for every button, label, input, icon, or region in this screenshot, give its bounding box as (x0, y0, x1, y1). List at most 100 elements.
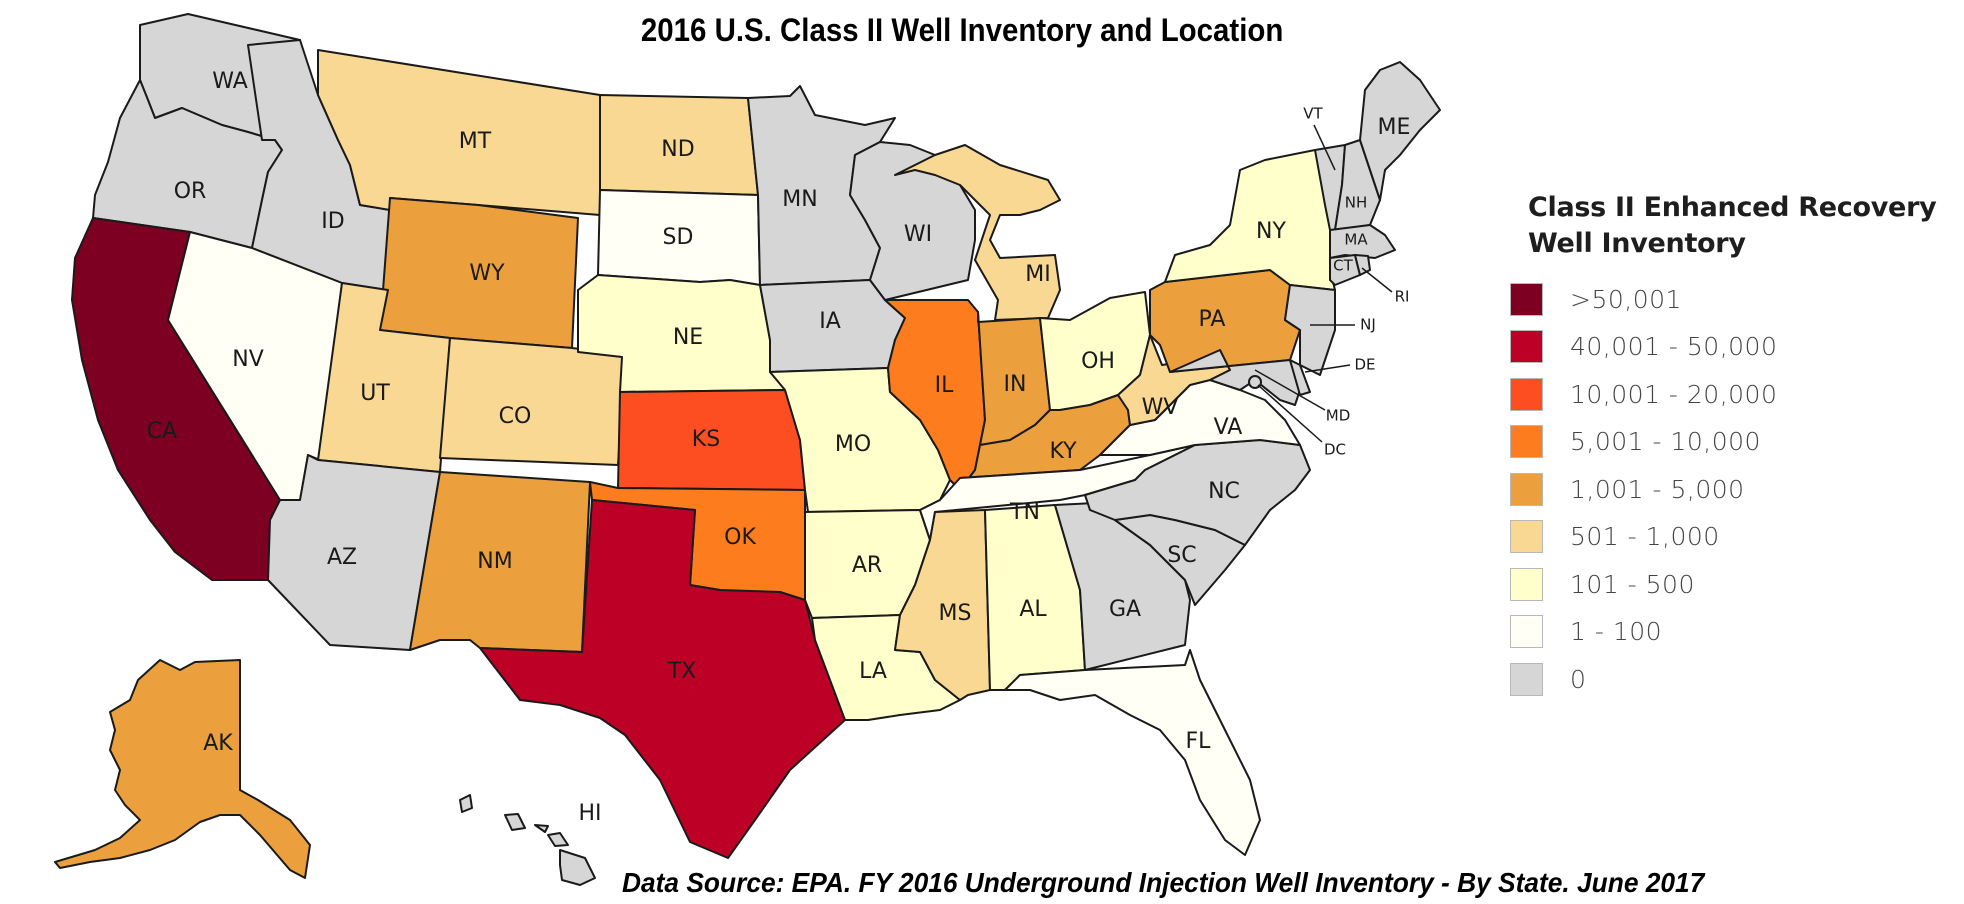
state-mi[interactable] (894, 144, 1061, 321)
state-hi[interactable] (459, 794, 596, 886)
label-la: LA (859, 659, 887, 684)
state-co[interactable] (439, 337, 626, 466)
legend-swatch (1510, 567, 1543, 601)
state-ky[interactable] (959, 394, 1131, 491)
label-ma: MA (1344, 231, 1368, 249)
legend-swatch (1510, 377, 1543, 411)
legend-label: 1,001 - 5,000 (1570, 474, 1745, 504)
legend-swatch (1510, 662, 1543, 696)
label-pa: PA (1199, 307, 1226, 332)
label-ri: RI (1395, 288, 1410, 306)
state-nj[interactable] (1284, 284, 1336, 376)
legend-label: 10,001 - 20,000 (1570, 379, 1778, 409)
leader-ri (1361, 267, 1393, 293)
label-ut: UT (360, 381, 390, 406)
data-source-caption: Data Source: EPA. FY 2016 Underground In… (622, 867, 1705, 898)
legend-title-line2: Well Inventory (1528, 228, 1746, 259)
legend-item: 1 - 100 (1510, 615, 1662, 649)
state-ct[interactable] (1329, 254, 1361, 286)
label-ne: NE (673, 325, 703, 350)
legend-swatch (1510, 425, 1543, 458)
label-ky: KY (1049, 439, 1077, 464)
leader-dc (1257, 384, 1323, 443)
label-wa: WA (212, 69, 248, 94)
leader-md (1254, 369, 1326, 411)
label-tn: TN (1009, 500, 1040, 525)
label-vt: VT (1303, 105, 1323, 123)
label-ms: MS (939, 601, 972, 626)
legend-item: 1,001 - 5,000 (1510, 472, 1745, 506)
legend-label: 501 - 1,000 (1570, 522, 1720, 551)
label-hi: HI (578, 801, 601, 826)
legend-label: 0 (1570, 664, 1587, 694)
label-il: IL (935, 373, 954, 398)
state-ny[interactable] (1164, 149, 1336, 291)
label-de: DE (1354, 356, 1375, 374)
label-wi: WI (904, 222, 932, 247)
legend-item: 10,001 - 20,000 (1510, 377, 1777, 411)
state-de[interactable] (1289, 359, 1311, 396)
legend-item: >50,001 (1510, 282, 1682, 316)
state-nc[interactable] (1084, 439, 1311, 546)
legend-label: 40,001 - 50,000 (1570, 332, 1778, 361)
label-nj: NJ (1360, 316, 1376, 334)
legend-item: 0 (1510, 662, 1586, 696)
legend-item: 101 - 500 (1510, 567, 1695, 601)
label-sc: SC (1167, 543, 1196, 568)
label-md: MD (1326, 407, 1351, 425)
label-mi: MI (1025, 262, 1050, 287)
legend-title: Class II Enhanced Recovery Well Inventor… (1528, 190, 1945, 262)
legend-item: 5,001 - 10,000 (1510, 425, 1761, 459)
legend-label: 1 - 100 (1570, 617, 1663, 646)
legend-swatch (1510, 472, 1543, 506)
legend-item: 501 - 1,000 (1510, 520, 1720, 554)
legend-swatch (1510, 282, 1543, 316)
label-ga: GA (1109, 597, 1141, 622)
legend: Class II Enhanced Recovery Well Inventor… (1505, 190, 1945, 696)
label-oh: OH (1081, 349, 1115, 374)
label-nc: NC (1208, 479, 1240, 504)
state-me[interactable] (1359, 61, 1441, 201)
label-nd: ND (661, 137, 694, 162)
map-title-text: 2016 U.S. Class II Well Inventory and Lo… (640, 12, 1284, 48)
state-fl[interactable] (1004, 649, 1261, 856)
label-mt: MT (459, 129, 492, 154)
label-or: OR (174, 179, 207, 204)
label-in: IN (1004, 372, 1027, 397)
map-title: 2016 U.S. Class II Well Inventory and Lo… (0, 12, 1964, 49)
state-ak[interactable] (54, 659, 311, 879)
state-tx[interactable] (479, 499, 846, 859)
legend-swatch (1510, 330, 1543, 363)
label-va: VA (1214, 415, 1243, 440)
label-ok: OK (724, 525, 756, 550)
label-mo: MO (835, 432, 871, 457)
state-ri[interactable] (1354, 254, 1371, 276)
legend-label: 5,001 - 10,000 (1570, 427, 1761, 456)
label-mn: MN (782, 187, 817, 212)
label-az: AZ (327, 545, 357, 570)
label-wy: WY (469, 261, 505, 286)
label-tx: TX (667, 659, 697, 684)
label-ar: AR (852, 553, 882, 578)
legend-title-line1: Class II Enhanced Recovery (1528, 192, 1937, 223)
label-co: CO (499, 404, 532, 429)
label-nm: NM (477, 549, 512, 574)
legend-swatch (1510, 615, 1543, 648)
leader-de (1304, 364, 1351, 373)
label-ks: KS (692, 427, 720, 452)
label-id: ID (321, 209, 344, 234)
state-ms[interactable] (894, 509, 991, 701)
label-fl: FL (1186, 729, 1212, 754)
label-ak: AK (203, 731, 233, 756)
state-nm[interactable] (409, 471, 591, 653)
label-nh: NH (1345, 194, 1368, 212)
label-wv: WV (1142, 395, 1179, 420)
legend-label: 101 - 500 (1570, 569, 1695, 599)
legend-item: 40,001 - 50,000 (1510, 330, 1777, 364)
label-me: ME (1378, 115, 1411, 140)
label-ct: CT (1333, 257, 1353, 275)
label-sd: SD (663, 225, 694, 250)
legend-label: >50,001 (1570, 284, 1682, 314)
state-wi[interactable] (849, 141, 976, 301)
